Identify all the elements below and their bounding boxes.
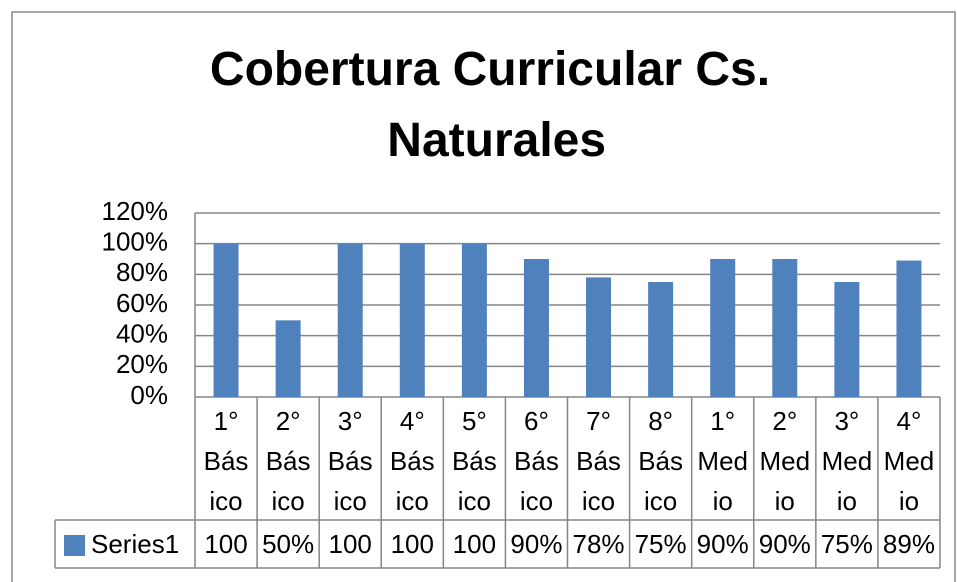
y-tick-label: 40%: [116, 319, 168, 349]
bar: [586, 277, 612, 397]
x-tick-label: 4° Med io: [884, 406, 935, 516]
y-tick-label: 120%: [102, 196, 169, 226]
data-table-value: 75%: [821, 529, 873, 559]
y-tick-label: 80%: [116, 257, 168, 287]
bar: [772, 259, 798, 397]
data-table-value: 100: [391, 529, 434, 559]
x-tick-label: 1° Med io: [697, 406, 748, 516]
bar: [834, 282, 860, 397]
x-tick-label: 2° Bás ico: [266, 406, 311, 516]
bar: [710, 259, 736, 397]
bar: [337, 243, 363, 397]
data-table-value: 100: [204, 529, 247, 559]
x-tick-label: 5° Bás ico: [452, 406, 497, 516]
data-table-value: 89%: [883, 529, 935, 559]
data-table-value: 90%: [759, 529, 811, 559]
data-table-value: 78%: [573, 529, 625, 559]
data-table-value: 75%: [635, 529, 687, 559]
data-table-value: 90%: [697, 529, 749, 559]
x-tick-label: 3° Bás ico: [328, 406, 373, 516]
x-tick-label: 8° Bás ico: [638, 406, 683, 516]
bar: [461, 243, 487, 397]
data-table-value: 50%: [262, 529, 314, 559]
bar: [275, 320, 301, 397]
bar: [399, 243, 425, 397]
data-table-value: 100: [329, 529, 372, 559]
x-tick-label: 4° Bás ico: [390, 406, 435, 516]
data-table-value: 100: [453, 529, 496, 559]
x-tick-label: 3° Med io: [822, 406, 873, 516]
x-tick-label: 6° Bás ico: [514, 406, 559, 516]
bar: [213, 243, 239, 397]
y-tick-label: 60%: [116, 288, 168, 318]
bar: [648, 282, 674, 397]
bar: [523, 259, 549, 397]
legend-label: Series1: [91, 529, 179, 559]
data-table-value: 90%: [510, 529, 562, 559]
bar: [896, 260, 922, 397]
chart-border: [11, 11, 956, 582]
y-tick-label: 100%: [102, 227, 169, 257]
chart-title: Cobertura Curricular Cs. Naturales: [210, 43, 770, 167]
y-tick-label: 0%: [130, 380, 168, 410]
x-tick-label: 1° Bás ico: [204, 406, 249, 516]
x-tick-label: 2° Med io: [760, 406, 811, 516]
legend-swatch: [64, 535, 85, 556]
x-tick-label: 7° Bás ico: [576, 406, 621, 516]
y-tick-label: 20%: [116, 349, 168, 379]
